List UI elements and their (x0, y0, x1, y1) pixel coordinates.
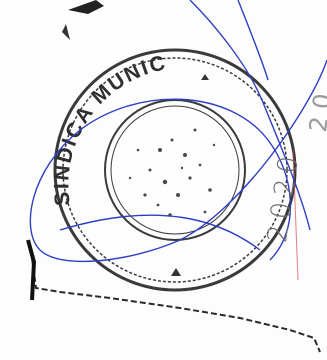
seal-star-bottom (171, 268, 181, 276)
torn-corner-speck (62, 24, 70, 40)
handwritten-signature (29, 0, 327, 263)
red-ink-line (292, 149, 299, 281)
seal-crest (128, 128, 216, 217)
torn-corner-top (68, 0, 104, 14)
seal-star-top (201, 74, 209, 80)
paper-edge-left (26, 239, 37, 301)
paper-edge (31, 257, 321, 353)
municipal-seal (53, 48, 297, 292)
